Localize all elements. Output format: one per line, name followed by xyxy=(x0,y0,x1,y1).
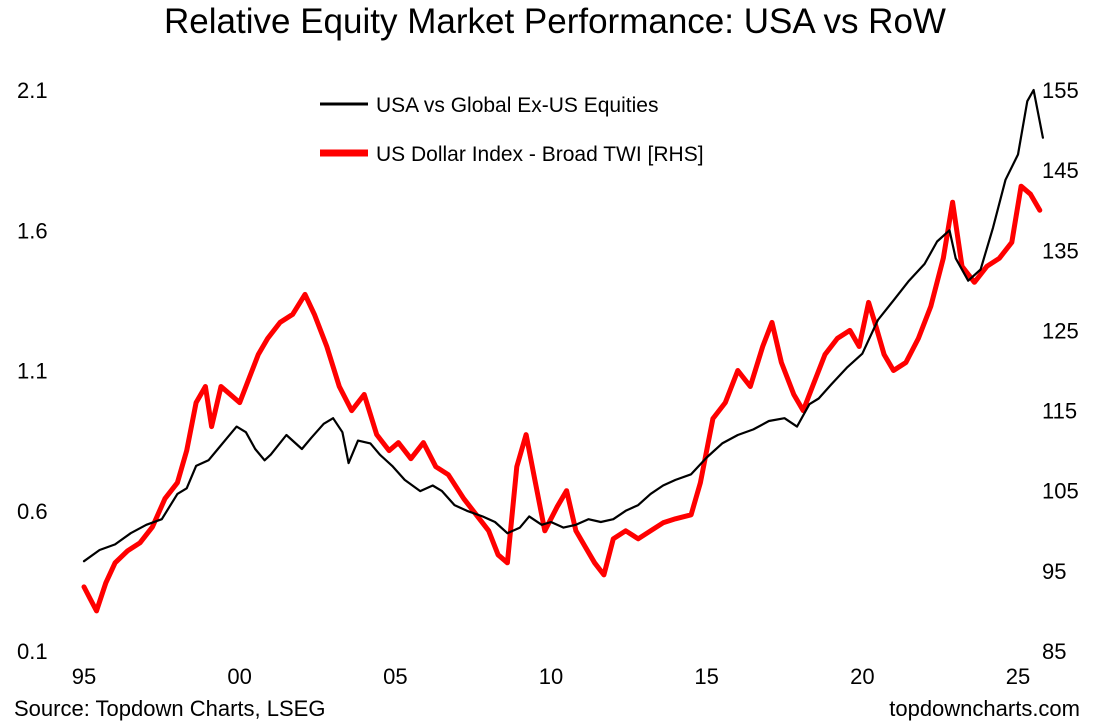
legend-label-us-dollar-index: US Dollar Index - Broad TWI [RHS] xyxy=(376,143,704,166)
series-line-usa-vs-global xyxy=(82,88,1044,563)
x-tick-label: 10 xyxy=(539,664,563,689)
series-line-us-dollar-index xyxy=(81,183,1043,614)
y-left-tick-label: 1.1 xyxy=(17,359,48,384)
plot-area xyxy=(81,88,1044,614)
y-axis-right: 85 95 105 115 125 135 145 155 xyxy=(1042,78,1079,664)
y-left-tick-label: 2.1 xyxy=(17,78,48,103)
x-tick-label: 15 xyxy=(694,664,718,689)
y-left-tick-label: 0.6 xyxy=(17,499,48,524)
y-left-tick-label: 1.6 xyxy=(17,218,48,243)
y-right-tick-label: 85 xyxy=(1042,639,1066,664)
x-tick-label: 00 xyxy=(227,664,251,689)
x-tick-label: 05 xyxy=(383,664,407,689)
legend-label-usa-vs-global: USA vs Global Ex-US Equities xyxy=(376,94,658,117)
y-right-tick-label: 125 xyxy=(1042,318,1079,343)
y-right-tick-label: 155 xyxy=(1042,78,1079,103)
chart-title: Relative Equity Market Performance: USA … xyxy=(164,2,946,41)
y-right-tick-label: 105 xyxy=(1042,479,1079,504)
y-right-tick-label: 135 xyxy=(1042,238,1079,263)
y-right-tick-label: 115 xyxy=(1042,399,1077,424)
y-right-tick-label: 95 xyxy=(1042,559,1066,584)
x-tick-label: 20 xyxy=(850,664,874,689)
legend: USA vs Global Ex-US Equities US Dollar I… xyxy=(320,94,704,166)
y-right-tick-label: 145 xyxy=(1042,158,1079,183)
x-tick-label: 25 xyxy=(1006,664,1030,689)
brand-watermark: topdowncharts.com xyxy=(889,696,1080,721)
y-axis-left: 0.1 0.6 1.1 1.6 2.1 xyxy=(17,78,48,664)
source-note: Source: Topdown Charts, LSEG xyxy=(14,696,325,721)
x-tick-label: 95 xyxy=(72,664,96,689)
y-left-tick-label: 0.1 xyxy=(17,639,48,664)
x-axis: 95 00 05 10 15 20 25 xyxy=(72,664,1030,689)
